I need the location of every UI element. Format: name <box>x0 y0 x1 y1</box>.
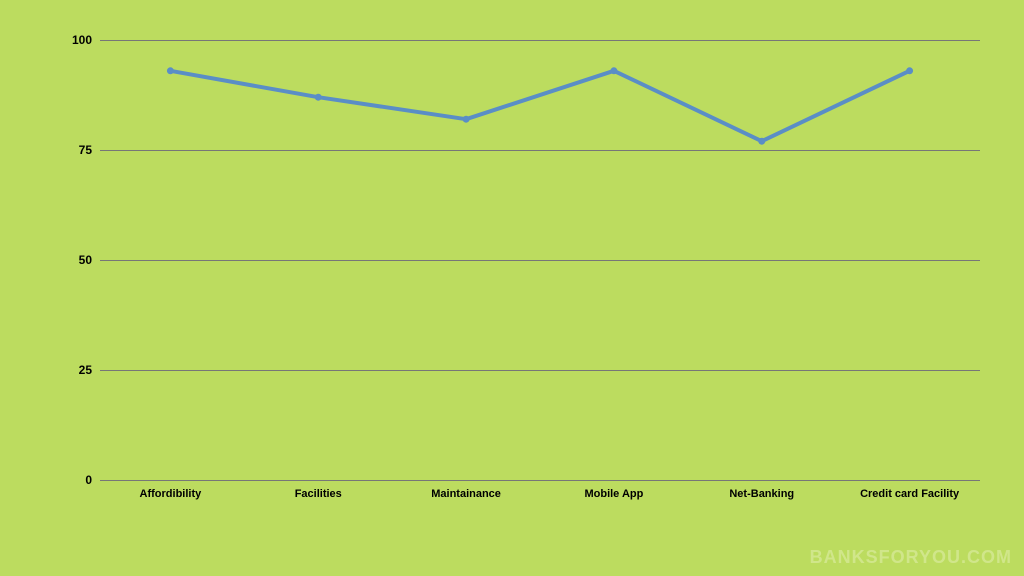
gridline <box>100 370 980 371</box>
plot-area: 0255075100AffordibilityFacilitiesMaintai… <box>100 40 980 480</box>
data-point-marker <box>610 67 617 74</box>
y-tick-label: 50 <box>79 253 100 267</box>
data-point-marker <box>906 67 913 74</box>
y-tick-label: 0 <box>85 473 100 487</box>
gridline <box>100 480 980 481</box>
x-tick-label: Credit card Facility <box>860 480 959 500</box>
y-tick-label: 25 <box>79 363 100 377</box>
gridline <box>100 150 980 151</box>
gridline <box>100 40 980 41</box>
chart-canvas: 0 25 50 75 100 Affordibility Facilities Maintai… <box>0 0 1024 576</box>
data-point-marker <box>463 116 470 123</box>
x-tick-label: Maintainance <box>431 480 501 500</box>
watermark-text: BANKSFORYOU.COM <box>810 547 1012 568</box>
data-point-marker <box>167 67 174 74</box>
x-tick-label: Mobile App <box>584 480 643 500</box>
series-line <box>170 71 909 141</box>
data-point-marker <box>315 94 322 101</box>
gridline <box>100 260 980 261</box>
x-tick-label: Affordibility <box>140 480 202 500</box>
x-tick-label: Net-Banking <box>729 480 794 500</box>
y-tick-label: 75 <box>79 143 100 157</box>
y-tick-label: 100 <box>72 33 100 47</box>
data-point-marker <box>758 138 765 145</box>
x-tick-label: Facilities <box>295 480 342 500</box>
